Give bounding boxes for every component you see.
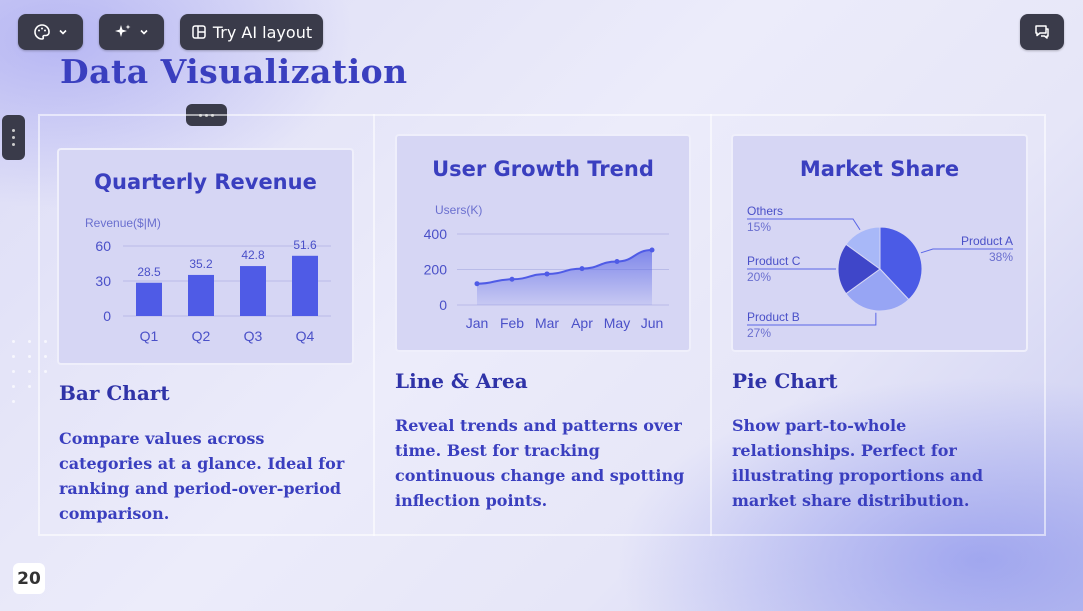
line-chart: Users(K) 0 200 400 Jan Feb Mar Apr May Jun xyxy=(424,203,669,331)
slice-percent-label: 27% xyxy=(747,326,771,340)
series-line[interactable] xyxy=(476,248,653,285)
layout-icon xyxy=(192,25,206,39)
x-tick-label: Q1 xyxy=(140,328,159,344)
x-tick-label: Apr xyxy=(571,315,593,331)
y-axis-label: Users(K) xyxy=(435,203,482,217)
x-tick-label: Jan xyxy=(466,315,489,331)
x-tick-label: May xyxy=(604,315,630,331)
column-divider xyxy=(373,114,375,536)
column-description-pie: Show part-to-whole relationships. Perfec… xyxy=(732,416,984,510)
data-point[interactable] xyxy=(614,259,620,265)
slice-percent-label: 15% xyxy=(747,220,771,234)
y-tick-label: 0 xyxy=(103,308,111,324)
leader-line xyxy=(920,248,1013,254)
slice-percent-label: 38% xyxy=(989,250,1013,264)
data-label: 42.8 xyxy=(241,248,265,262)
chart-title: Market Share xyxy=(799,157,960,181)
y-tick-label: 400 xyxy=(424,226,448,242)
data-point[interactable] xyxy=(544,271,550,277)
y-tick-label: 30 xyxy=(95,273,111,289)
comments-button[interactable] xyxy=(1020,14,1064,50)
page-number: 20 xyxy=(13,563,45,594)
comment-icon xyxy=(1035,25,1049,39)
theme-button[interactable] xyxy=(18,14,83,50)
bar[interactable] xyxy=(188,274,214,316)
slice-name-label: Others xyxy=(747,204,783,218)
pie-slice[interactable] xyxy=(837,243,881,295)
y-tick-label: 200 xyxy=(424,262,448,278)
leader-line xyxy=(747,218,861,231)
chevron-down-icon xyxy=(139,29,148,35)
y-tick-label: 60 xyxy=(95,238,111,254)
data-point[interactable] xyxy=(649,247,655,253)
column-divider xyxy=(710,114,712,536)
column-heading-line: Line & Area xyxy=(395,369,528,393)
slide-title: Data Visualization xyxy=(60,52,408,91)
data-label: 28.5 xyxy=(137,265,161,279)
try-ai-layout-button[interactable]: Try AI layout xyxy=(180,14,323,50)
content-grid xyxy=(38,114,1046,536)
x-tick-label: Mar xyxy=(535,315,559,331)
x-tick-label: Feb xyxy=(500,315,524,331)
column-description-line: Reveal trends and patterns over time. Be… xyxy=(395,416,685,510)
data-label: 35.2 xyxy=(189,257,213,271)
bar[interactable] xyxy=(136,282,162,316)
ai-tools-button[interactable] xyxy=(99,14,164,50)
chart-title: User Growth Trend xyxy=(432,157,654,181)
x-tick-label: Jun xyxy=(641,315,664,331)
x-tick-label: Q4 xyxy=(296,328,315,344)
pie-chart: Product A 38% Product B 27% Product C 20% Othe… xyxy=(747,204,1013,340)
chart-title: Quarterly Revenue xyxy=(94,170,317,194)
slice-name-label: Product A xyxy=(961,234,1013,248)
data-point[interactable] xyxy=(509,276,515,282)
slice-name-label: Product C xyxy=(747,254,801,268)
column-heading-bar: Bar Chart xyxy=(59,381,170,405)
column-description-bar: Compare values across categories at a gl… xyxy=(59,429,345,523)
side-drag-handle[interactable] xyxy=(2,115,25,160)
pie-slice[interactable] xyxy=(845,268,910,312)
line-chart-card[interactable]: User Growth Trend Users(K) 0 200 400 Jan Feb… xyxy=(395,134,691,352)
sparkle-icon xyxy=(114,24,130,37)
leader-line xyxy=(747,312,877,326)
pie-slice[interactable] xyxy=(879,226,923,301)
y-axis-label: Revenue($|M) xyxy=(85,216,161,230)
try-ai-layout-label: Try AI layout xyxy=(212,22,313,42)
pie-slice[interactable] xyxy=(845,226,881,270)
bar-chart: Revenue($|M) 0 30 60 28.5 Q1 35.2 Q2 42.8 Q3 51.6… xyxy=(85,216,331,344)
slice-percent-label: 20% xyxy=(747,270,771,284)
bar[interactable] xyxy=(240,266,266,316)
bar-chart-card[interactable]: Quarterly Revenue Revenue($|M) 0 30 60 28.5… xyxy=(57,148,354,365)
data-point[interactable] xyxy=(579,266,585,272)
pie-chart-card[interactable]: Market Share Product A 38% Product B 27% Pro… xyxy=(731,134,1028,352)
data-label: 51.6 xyxy=(293,238,317,252)
data-point[interactable] xyxy=(474,281,480,287)
palette-icon xyxy=(33,24,50,40)
column-heading-pie: Pie Chart xyxy=(732,369,838,393)
y-tick-label: 0 xyxy=(439,297,447,313)
bar[interactable] xyxy=(292,255,318,316)
x-tick-label: Q2 xyxy=(192,328,211,344)
area-fill xyxy=(477,249,652,305)
slice-name-label: Product B xyxy=(747,310,800,324)
x-tick-label: Q3 xyxy=(244,328,263,344)
chevron-down-icon xyxy=(58,29,67,35)
